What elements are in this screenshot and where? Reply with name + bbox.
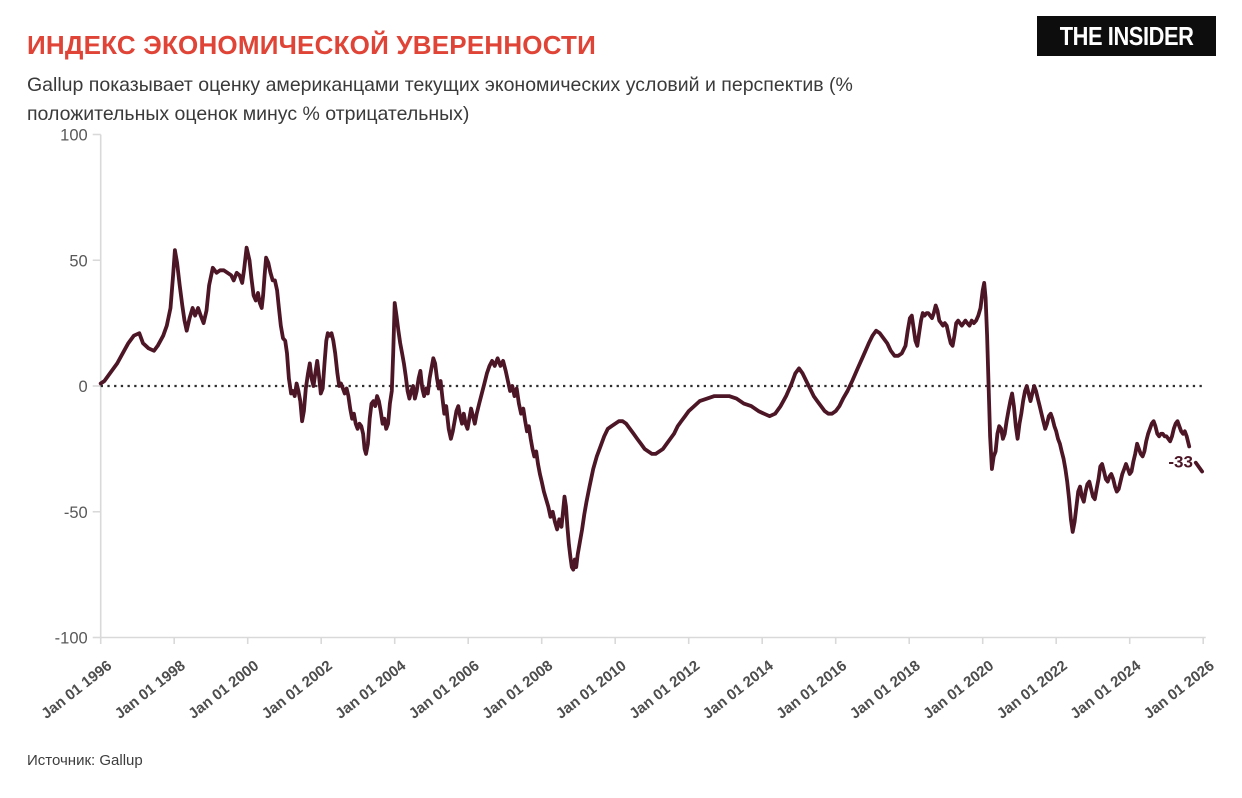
- x-axis-tick-label: Jan 01 2002: [259, 657, 336, 722]
- y-axis-tick-label: 50: [69, 252, 87, 270]
- page-subtitle: Gallup показывает оценку американцами те…: [27, 73, 853, 125]
- x-axis-tick-label: Jan 01 2010: [553, 657, 630, 722]
- x-axis-tick-label: Jan 01 2004: [332, 657, 409, 723]
- y-axis-tick-label: -100: [55, 630, 88, 648]
- end-value-label: -33: [1168, 452, 1193, 471]
- x-axis-tick-label: Jan 01 1998: [112, 657, 189, 722]
- the-insider-logo-text: THE INSIDER: [1059, 20, 1194, 51]
- x-axis-tick-label: Jan 01 2018: [847, 657, 924, 722]
- series-line: [98, 245, 1192, 572]
- source-note: Источник: Gallup: [27, 752, 143, 769]
- x-axis-tick-label: Jan 01 2024: [1067, 657, 1144, 723]
- x-axis-tick-label: Jan 01 2012: [626, 657, 703, 722]
- x-axis-tick-label: Jan 01 2008: [479, 657, 556, 722]
- y-axis-tick-label: -50: [64, 504, 88, 522]
- page-title: ИНДЕКС ЭКОНОМИЧЕСКОЙ УВЕРЕННОСТИ: [27, 30, 597, 61]
- y-axis-tick-label: 100: [60, 127, 88, 145]
- x-axis-tick-label: Jan 01 2026: [1141, 657, 1218, 722]
- x-axis-tick-label: Jan 01 2020: [920, 657, 997, 722]
- x-axis-tick-label: Jan 01 2016: [773, 657, 850, 722]
- series-line-tail: [1193, 460, 1204, 474]
- x-axis-tick-label: Jan 01 2022: [994, 657, 1071, 722]
- x-axis-tick-label: Jan 01 1996: [38, 657, 115, 722]
- x-axis-tick-label: Jan 01 2014: [700, 657, 777, 723]
- x-axis-tick-label: Jan 01 2006: [406, 657, 483, 722]
- y-axis-tick-label: 0: [79, 378, 88, 396]
- the-insider-logo: THE INSIDER: [1036, 16, 1216, 56]
- x-axis-tick-label: Jan 01 2000: [185, 657, 262, 722]
